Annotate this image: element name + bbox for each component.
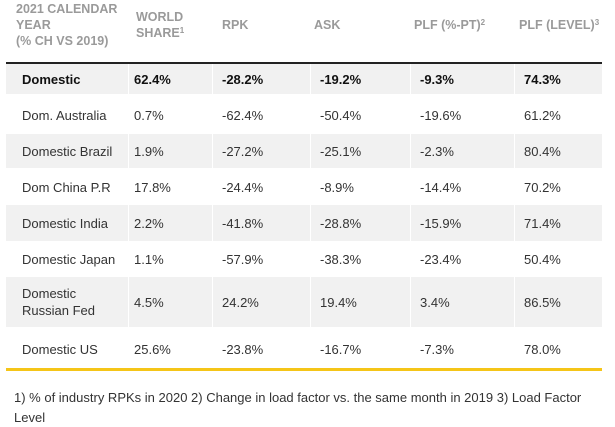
- cell-world-share: 17.8%: [134, 179, 171, 195]
- cell-world-share: 62.4%: [134, 71, 171, 87]
- table-row: Dom. Australia 0.7% -62.4% -50.4% -19.6%…: [6, 98, 602, 132]
- table-header: 2021 CALENDAR YEAR (% CH VS 2019) WORLD …: [0, 0, 602, 64]
- header-plf-level-text: PLF (LEVEL): [519, 18, 595, 32]
- column-divider: [128, 64, 129, 368]
- cell-ask: -28.8%: [320, 215, 362, 231]
- cell-ask: -50.4%: [320, 107, 362, 123]
- cell-world-share: 25.6%: [134, 341, 171, 357]
- table-row-total: Domestic 62.4% -28.2% -19.2% -9.3% 74.3%: [6, 64, 602, 94]
- cell-market: Domestic Brazil: [22, 143, 113, 159]
- cell-world-share: 1.9%: [134, 143, 164, 159]
- cell-plf-level: 80.4%: [524, 143, 561, 159]
- table-footnote: 1) % of industry RPKs in 2020 2) Change …: [14, 390, 582, 425]
- cell-market: Domestic Japan: [22, 251, 116, 267]
- cell-world-share: 4.5%: [134, 294, 164, 310]
- table-row: Domestic Brazil 1.9% -27.2% -25.1% -2.3%…: [6, 134, 602, 168]
- cell-rpk: -24.4%: [222, 179, 264, 195]
- cell-market: Dom China P.R: [22, 179, 111, 195]
- header-ask: ASK: [314, 18, 341, 32]
- cell-plf-pt: -9.3%: [420, 71, 454, 87]
- cell-plf-level: 50.4%: [524, 251, 561, 267]
- cell-rpk: -27.2%: [222, 143, 264, 159]
- footnote-marker-2: 2: [480, 18, 486, 27]
- table-row: Domestic Japan 1.1% -57.9% -38.3% -23.4%…: [6, 242, 602, 276]
- cell-market: Domestic India: [22, 215, 108, 231]
- footnote-marker-3: 3: [594, 18, 600, 27]
- header-plf-pt: PLF (%-PT)2: [414, 17, 485, 33]
- header-year-line1: 2021 CALENDAR: [16, 2, 118, 16]
- cell-plf-pt: -7.3%: [420, 341, 454, 357]
- cell-ask: -19.2%: [320, 71, 362, 87]
- header-world-share: WORLD SHARE1: [136, 9, 206, 41]
- cell-rpk: -41.8%: [222, 215, 264, 231]
- column-divider: [310, 64, 311, 368]
- cell-rpk: -62.4%: [222, 107, 264, 123]
- table-row: Domestic US 25.6% -23.8% -16.7% -7.3% 78…: [6, 330, 602, 368]
- column-divider: [212, 64, 213, 368]
- cell-market: Domestic Russian Fed: [22, 286, 95, 318]
- header-year-line2: YEAR: [16, 18, 51, 32]
- cell-rpk: -23.8%: [222, 341, 264, 357]
- cell-rpk: -28.2%: [222, 71, 264, 87]
- cell-market: Domestic US: [22, 341, 98, 357]
- cell-ask: -16.7%: [320, 341, 362, 357]
- cell-ask: 19.4%: [320, 294, 357, 310]
- column-divider: [514, 64, 515, 368]
- header-world-share-text: SHARE: [136, 26, 180, 40]
- cell-world-share: 0.7%: [134, 107, 164, 123]
- column-divider: [410, 64, 411, 368]
- cell-plf-pt: -2.3%: [420, 143, 454, 159]
- cell-ask: -38.3%: [320, 251, 362, 267]
- table-row: Domestic India 2.2% -41.8% -28.8% -15.9%…: [6, 205, 602, 241]
- cell-ask: -25.1%: [320, 143, 362, 159]
- cell-plf-level: 61.2%: [524, 107, 561, 123]
- cell-ask: -8.9%: [320, 179, 354, 195]
- footnote-marker-1: 1: [179, 26, 185, 35]
- cell-world-share: 2.2%: [134, 215, 164, 231]
- cell-plf-pt: -23.4%: [420, 251, 462, 267]
- cell-plf-level: 86.5%: [524, 294, 561, 310]
- cell-plf-pt: 3.4%: [420, 294, 450, 310]
- cell-rpk: 24.2%: [222, 294, 259, 310]
- cell-plf-level: 74.3%: [524, 71, 561, 87]
- header-rpk: RPK: [222, 18, 249, 32]
- header-year: 2021 CALENDAR YEAR (% CH VS 2019): [16, 1, 134, 49]
- header-year-line3: (% CH VS 2019): [16, 34, 109, 48]
- cell-plf-level: 71.4%: [524, 215, 561, 231]
- header-divider: [6, 62, 602, 64]
- cell-plf-pt: -14.4%: [420, 179, 462, 195]
- cell-plf-level: 78.0%: [524, 341, 561, 357]
- table-row: Domestic Russian Fed 4.5% 24.2% 19.4% 3.…: [6, 277, 602, 327]
- cell-plf-level: 70.2%: [524, 179, 561, 195]
- cell-rpk: -57.9%: [222, 251, 264, 267]
- cell-market: Dom. Australia: [22, 107, 107, 123]
- header-world-share-line1: WORLD: [136, 10, 184, 24]
- cell-plf-pt: -15.9%: [420, 215, 462, 231]
- table-row: Dom China P.R 17.8% -24.4% -8.9% -14.4% …: [6, 170, 602, 204]
- header-plf-pt-text: PLF (%-PT): [414, 18, 481, 32]
- header-plf-level: PLF (LEVEL)3: [519, 17, 599, 33]
- cell-market: Domestic: [22, 71, 81, 87]
- header-world-share-line2: SHARE1: [136, 25, 206, 41]
- table-bottom-rule: [6, 368, 602, 371]
- cell-plf-pt: -19.6%: [420, 107, 462, 123]
- cell-world-share: 1.1%: [134, 251, 164, 267]
